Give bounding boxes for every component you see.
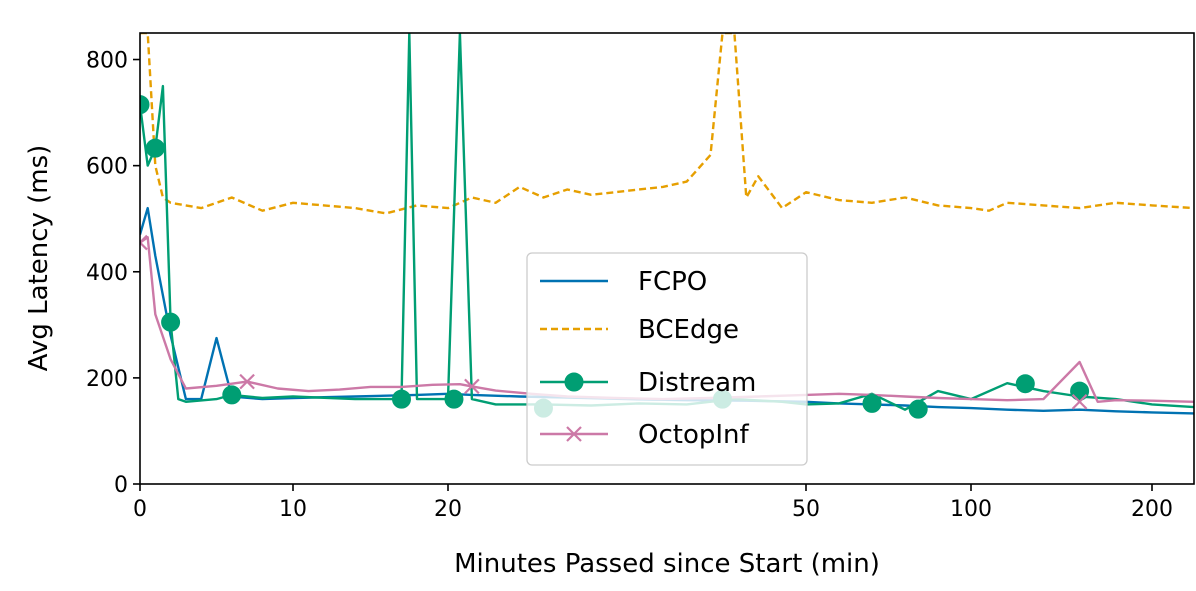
data-point-octopinf xyxy=(464,378,480,395)
y-axis: 0 200 400 600 800 xyxy=(86,49,140,498)
y-tick-label: 0 xyxy=(114,473,128,498)
x-axis: 0 10 20 50 100 200 xyxy=(133,484,1173,522)
data-point-distream xyxy=(1070,381,1090,401)
legend-label: Distream xyxy=(638,368,756,398)
data-point-octopinf xyxy=(140,234,148,251)
legend-label: FCPO xyxy=(638,267,707,297)
y-tick-label: 400 xyxy=(86,261,128,286)
data-point-distream xyxy=(145,138,165,158)
x-tick-label: 10 xyxy=(279,497,307,522)
data-point-distream xyxy=(1015,374,1035,394)
legend-marker xyxy=(564,372,584,392)
legend-item-distream: Distream xyxy=(540,368,756,398)
legend-item-bcedge: BCEdge xyxy=(540,315,739,345)
legend: FCPO BCEdge Distream OctopInf xyxy=(526,252,808,466)
x-tick-label: 100 xyxy=(950,497,992,522)
data-point-distream xyxy=(161,312,181,332)
legend-item-fcpo: FCPO xyxy=(540,267,707,297)
data-point-octopinf xyxy=(1071,393,1088,410)
x-tick-label: 200 xyxy=(1131,497,1173,522)
y-tick-label: 800 xyxy=(86,49,128,74)
x-tick-label: 20 xyxy=(434,497,462,522)
data-point-distream xyxy=(222,385,242,405)
data-point-distream xyxy=(140,95,150,115)
legend-label: BCEdge xyxy=(638,315,739,345)
data-point-octopinf xyxy=(239,373,255,390)
y-tick-label: 200 xyxy=(86,367,128,392)
legend-item-octopinf: OctopInf xyxy=(540,420,750,450)
y-axis-label: Avg Latency (ms) xyxy=(24,145,54,372)
data-point-distream xyxy=(862,393,882,413)
legend-box xyxy=(526,252,808,466)
data-point-distream xyxy=(908,399,928,419)
x-tick-label: 50 xyxy=(792,497,820,522)
legend-label: OctopInf xyxy=(638,420,750,450)
y-tick-label: 600 xyxy=(86,155,128,180)
data-point-distream xyxy=(444,389,464,409)
x-axis-label: Minutes Passed since Start (min) xyxy=(454,549,880,579)
series-line-bcedge xyxy=(140,33,1194,215)
legend-marker xyxy=(566,426,582,442)
x-tick-label: 0 xyxy=(133,497,147,522)
plot-frame xyxy=(139,32,1195,485)
data-point-distream xyxy=(392,389,411,409)
